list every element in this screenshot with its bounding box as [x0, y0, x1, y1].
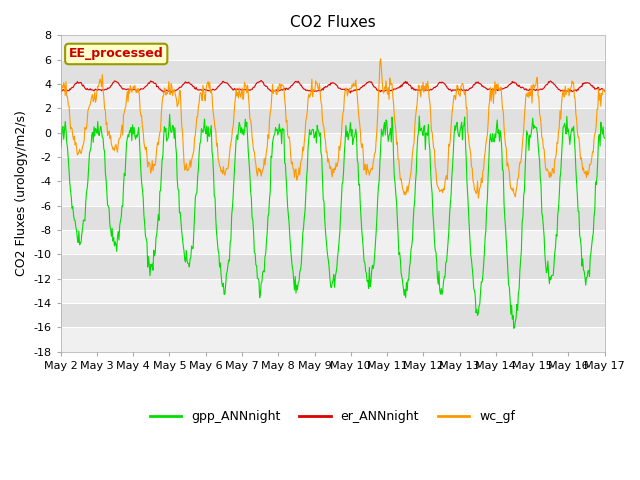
Bar — [61, 60, 605, 84]
Y-axis label: CO2 Fluxes (urology/m2/s): CO2 Fluxes (urology/m2/s) — [15, 110, 28, 276]
Bar — [61, 205, 605, 230]
Bar — [61, 303, 605, 327]
Bar — [61, 36, 605, 60]
Bar — [61, 132, 605, 157]
Text: EE_processed: EE_processed — [69, 48, 164, 60]
Bar — [61, 278, 605, 303]
Bar — [61, 181, 605, 205]
Bar — [61, 230, 605, 254]
Bar — [61, 254, 605, 278]
Bar — [61, 84, 605, 108]
Title: CO2 Fluxes: CO2 Fluxes — [290, 15, 376, 30]
Bar — [61, 327, 605, 351]
Bar — [61, 157, 605, 181]
Legend: gpp_ANNnight, er_ANNnight, wc_gf: gpp_ANNnight, er_ANNnight, wc_gf — [145, 405, 520, 428]
Bar — [61, 108, 605, 132]
